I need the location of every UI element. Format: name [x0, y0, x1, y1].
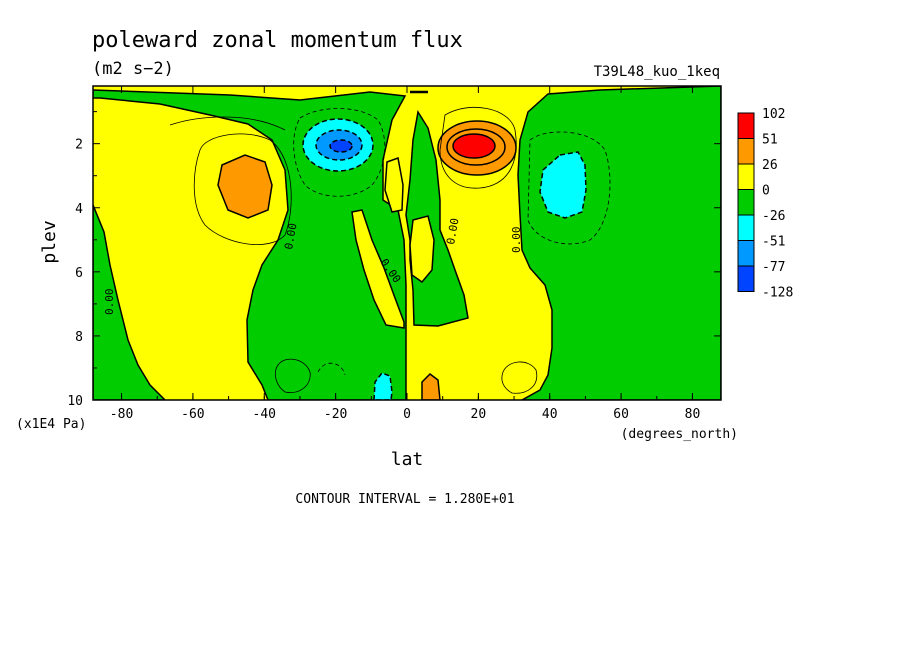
y-tick-label: 6 — [75, 266, 83, 281]
chart-title: poleward zonal momentum flux — [92, 28, 463, 53]
x-tick-label: 80 — [685, 407, 701, 422]
pos-strip-south — [351, 209, 405, 329]
y-axis-label: plev — [39, 220, 60, 263]
y-axis-units: (x1E4 Pa) — [16, 417, 86, 432]
y-tick-label: 2 — [75, 138, 83, 153]
legend-label: 51 — [762, 133, 778, 148]
x-tick-label: 40 — [542, 407, 558, 422]
legend-label: 102 — [762, 107, 785, 122]
x-tick-label: 0 — [403, 407, 411, 422]
legend-label: 0 — [762, 184, 770, 199]
x-tick-label: -80 — [110, 407, 133, 422]
x-tick-label: 60 — [613, 407, 629, 422]
legend-label: -26 — [762, 209, 785, 224]
legend-label: -51 — [762, 235, 785, 250]
x-tick-label: -40 — [253, 407, 276, 422]
min-north — [539, 151, 587, 219]
y-tick-label: 10 — [67, 394, 83, 409]
legend-swatch — [737, 265, 755, 292]
chart-units: (m2 s−2) — [92, 59, 174, 79]
min-south-core — [329, 139, 353, 153]
legend-swatch — [737, 112, 755, 139]
max-surface — [421, 373, 441, 400]
y-axis: 2 4 6 8 10 — [67, 111, 721, 409]
plot-area — [93, 86, 721, 400]
legend-swatch — [737, 189, 755, 216]
legend-swatch — [737, 214, 755, 241]
contour-lines — [169, 107, 611, 394]
pos-island-central — [409, 215, 435, 284]
legend-label: -77 — [762, 260, 785, 275]
x-axis-label: lat — [391, 449, 424, 470]
pos-island-top — [384, 156, 404, 213]
x-tick-label: -60 — [181, 407, 204, 422]
neg-region-sw-corner — [93, 204, 167, 400]
y-tick-label: 8 — [75, 330, 83, 345]
run-label: T39L48_kuo_1keq — [594, 64, 720, 80]
color-legend: 102 51 26 0 -26 -51 -77 -128 — [737, 107, 793, 301]
min-surface — [373, 372, 393, 400]
legend-swatch — [737, 240, 755, 267]
contour-label-2: 0.00 — [103, 289, 116, 316]
legend-swatch — [737, 163, 755, 190]
legend-label: 26 — [762, 158, 778, 173]
max-north-core — [452, 133, 496, 159]
contour-label-1: 0.00 — [282, 222, 299, 250]
legend-swatch — [737, 138, 755, 165]
x-axis-units: (degrees_north) — [621, 427, 738, 442]
contour-interval: CONTOUR INTERVAL = 1.280E+01 — [295, 492, 514, 507]
x-tick-label: 20 — [471, 407, 487, 422]
contour-label-4: 0.00 — [444, 217, 461, 245]
x-tick-label: -20 — [324, 407, 347, 422]
max-south — [217, 154, 273, 219]
contour-label-5: 0.00 — [510, 227, 523, 254]
y-tick-label: 4 — [75, 202, 83, 217]
legend-label: -128 — [762, 286, 793, 301]
x-axis: -80 -60 -40 -20 0 20 40 60 80 — [110, 86, 700, 422]
